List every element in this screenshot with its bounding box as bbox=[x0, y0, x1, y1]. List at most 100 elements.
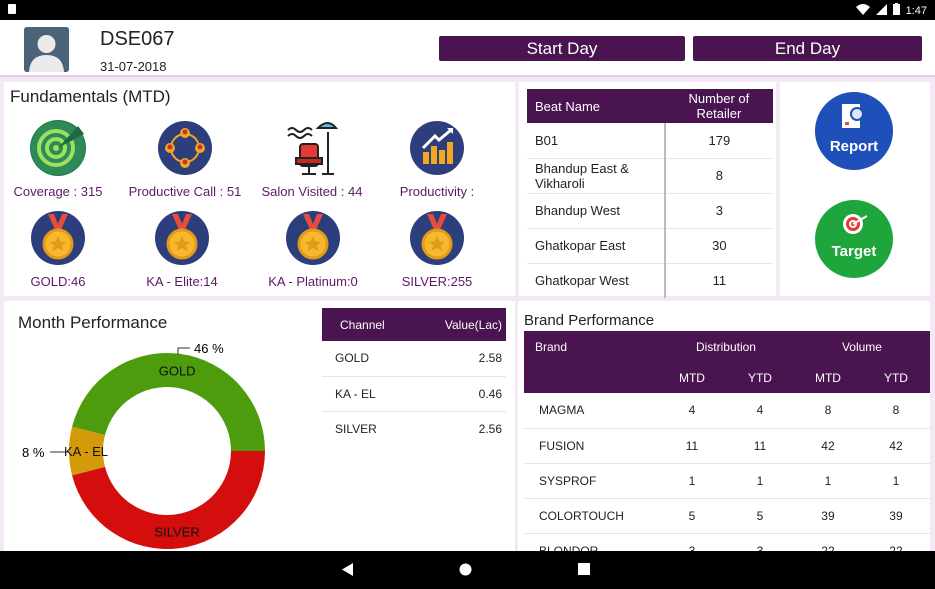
start-day-button[interactable]: Start Day bbox=[439, 36, 685, 61]
growth-chart-icon bbox=[409, 120, 465, 176]
table-row[interactable]: MAGMA 4 4 8 8 bbox=[524, 393, 930, 428]
people-network-icon bbox=[157, 120, 213, 176]
recents-icon[interactable] bbox=[578, 563, 590, 575]
table-row[interactable]: FUSION 11 11 42 42 bbox=[524, 428, 930, 463]
home-icon[interactable] bbox=[459, 563, 472, 576]
table-row[interactable]: Ghatkopar East 30 bbox=[527, 228, 773, 263]
sim-icon bbox=[8, 4, 16, 14]
month-performance-panel: Month Performance SILVER KA - EL GOLD 46 % 8… bbox=[4, 301, 515, 551]
table-row[interactable]: COLORTOUCH 5 5 39 39 bbox=[524, 498, 930, 533]
signal-icon bbox=[875, 3, 887, 18]
volume-ytd: 1 bbox=[892, 473, 900, 488]
report-button[interactable]: Report bbox=[815, 92, 893, 170]
radar-icon bbox=[30, 120, 86, 176]
fund-ka-platinum[interactable]: KA - Platinum:0 bbox=[253, 210, 373, 289]
distribution-mtd: 5 bbox=[688, 508, 696, 523]
channel-name: KA - EL bbox=[335, 386, 376, 401]
fund-ka-elite[interactable]: KA - Elite:14 bbox=[122, 210, 242, 289]
fund-coverage[interactable]: Coverage : 315 bbox=[0, 120, 118, 199]
annotation-ka-el-percent: 8 % bbox=[22, 445, 45, 460]
distribution-ytd: 11 bbox=[753, 438, 767, 453]
fund-productive-call[interactable]: Productive Call : 51 bbox=[125, 120, 245, 199]
beat-name: Bhandup West bbox=[527, 193, 666, 228]
distribution-mtd: 11 bbox=[685, 438, 699, 453]
table-row[interactable]: GOLD 2.58 bbox=[322, 341, 506, 376]
distribution-ytd: 4 bbox=[756, 403, 764, 418]
brand-name: FUSION bbox=[539, 438, 585, 453]
distribution-mtd: 3 bbox=[688, 543, 696, 551]
medal-icon bbox=[30, 210, 86, 266]
distribution-mtd: 1 bbox=[688, 473, 696, 488]
brand-table-subheader: MTD YTD MTD YTD bbox=[524, 362, 930, 393]
navigation-bar bbox=[0, 551, 935, 589]
retailer-count: 8 bbox=[715, 168, 724, 183]
channel-value: 0.46 bbox=[478, 386, 502, 401]
volume-ytd: 39 bbox=[889, 508, 903, 523]
retailer-count: 11 bbox=[712, 273, 727, 289]
ka-elite-label: KA - Elite:14 bbox=[146, 274, 218, 289]
volume-mtd: 42 bbox=[821, 438, 835, 453]
header: DSE067 31-07-2018 Start Day End Day bbox=[0, 20, 935, 77]
salon-chair-icon bbox=[284, 120, 340, 176]
medal-icon bbox=[154, 210, 210, 266]
productivity-label: Productivity : bbox=[399, 184, 475, 199]
salon-visited-label: Salon Visited : 44 bbox=[261, 184, 363, 199]
table-row[interactable]: Ghatkopar West 11 bbox=[527, 263, 773, 298]
beat-table: Beat Name Number of Retailer B01 179 Bha… bbox=[527, 89, 773, 298]
report-label: Report bbox=[829, 138, 879, 155]
user-code: DSE067 bbox=[100, 28, 175, 50]
distribution-ytd: 5 bbox=[756, 508, 764, 523]
avatar[interactable] bbox=[24, 27, 69, 72]
distribution-ytd-header: YTD bbox=[747, 370, 772, 385]
wifi-icon bbox=[855, 3, 870, 18]
channel-header: Channel bbox=[340, 317, 385, 332]
target-button[interactable]: Target bbox=[815, 200, 893, 278]
productive-call-label: Productive Call : 51 bbox=[128, 184, 242, 199]
channel-name: SILVER bbox=[335, 421, 377, 436]
fund-gold[interactable]: GOLD:46 bbox=[0, 210, 118, 289]
fund-salon-visited[interactable]: Salon Visited : 44 bbox=[252, 120, 372, 199]
fund-silver[interactable]: SILVER:255 bbox=[377, 210, 497, 289]
report-icon bbox=[842, 104, 868, 128]
actions-panel: Report Target bbox=[780, 82, 930, 296]
brand-table: Brand Distribution Volume MTD YTD MTD YT… bbox=[524, 331, 930, 551]
table-row[interactable]: Bhandup West 3 bbox=[527, 193, 773, 228]
slice-gold[interactable] bbox=[72, 353, 265, 451]
silver-label: SILVER:255 bbox=[401, 274, 473, 289]
status-bar: 1:47 bbox=[0, 0, 935, 20]
medal-icon bbox=[285, 210, 341, 266]
target-icon bbox=[843, 214, 868, 234]
volume-ytd: 42 bbox=[889, 438, 903, 453]
channel-value: 2.56 bbox=[478, 421, 502, 436]
distribution-ytd: 1 bbox=[756, 473, 764, 488]
table-row[interactable]: BLONDOR 3 3 22 22 bbox=[524, 533, 930, 551]
fund-productivity[interactable]: Productivity : bbox=[377, 120, 497, 199]
table-row[interactable]: SYSPROF 1 1 1 1 bbox=[524, 463, 930, 498]
end-day-button[interactable]: End Day bbox=[693, 36, 922, 61]
beat-name: Bhandup East & Vikharoli bbox=[527, 158, 666, 193]
slice-silver[interactable] bbox=[72, 451, 265, 549]
table-row[interactable]: KA - EL 0.46 bbox=[322, 376, 506, 411]
table-row[interactable]: Bhandup East & Vikharoli 8 bbox=[527, 158, 773, 193]
channel-value: 2.58 bbox=[478, 351, 502, 366]
slice-ka-el[interactable] bbox=[68, 426, 106, 476]
back-icon[interactable] bbox=[342, 563, 354, 576]
annotation-silver-percent: 46 % bbox=[194, 341, 224, 356]
volume-mtd: 8 bbox=[824, 403, 832, 418]
clock-text: 1:47 bbox=[905, 4, 927, 17]
annotation-line bbox=[177, 347, 190, 355]
table-row[interactable]: B01 179 bbox=[527, 123, 773, 158]
brand-performance-panel: Brand Performance bbox=[518, 301, 930, 551]
retailer-count-header: Number of Retailer bbox=[688, 91, 750, 121]
channel-table: Channel Value(Lac) GOLD 2.58 KA - EL 0.4… bbox=[322, 308, 506, 446]
table-row[interactable]: SILVER 2.56 bbox=[322, 411, 506, 446]
slice-label-gold: GOLD bbox=[159, 364, 196, 379]
gold-label: GOLD:46 bbox=[30, 274, 86, 289]
brand-table-viewport[interactable]: Brand Distribution Volume MTD YTD MTD YT… bbox=[518, 331, 930, 551]
distribution-mtd-header: MTD bbox=[678, 370, 705, 385]
beat-table-header: Beat Name Number of Retailer bbox=[527, 89, 773, 123]
brand-name: BLONDOR bbox=[539, 543, 599, 551]
beat-name: Ghatkopar East bbox=[527, 228, 666, 263]
ka-platinum-label: KA - Platinum:0 bbox=[268, 274, 358, 289]
beat-name-header: Beat Name bbox=[535, 98, 601, 114]
